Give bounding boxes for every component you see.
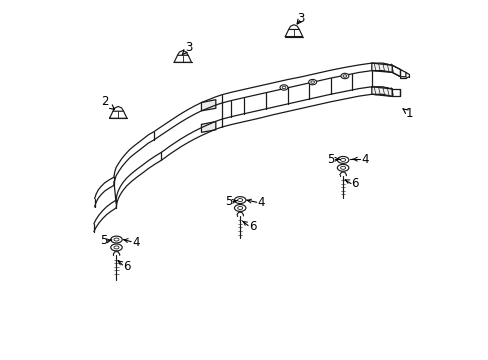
Polygon shape <box>285 30 302 37</box>
Ellipse shape <box>337 165 348 171</box>
Text: 5: 5 <box>100 234 107 247</box>
Polygon shape <box>371 63 391 72</box>
Ellipse shape <box>308 80 316 85</box>
Text: 6: 6 <box>123 260 130 273</box>
Ellipse shape <box>234 197 245 203</box>
Text: 1: 1 <box>402 107 412 120</box>
Text: 4: 4 <box>360 153 367 166</box>
Text: 6: 6 <box>350 177 358 190</box>
Text: 2: 2 <box>101 95 114 109</box>
Ellipse shape <box>340 73 348 79</box>
Text: 6: 6 <box>248 220 256 233</box>
Polygon shape <box>109 111 127 118</box>
Text: 4: 4 <box>257 197 264 210</box>
Ellipse shape <box>234 204 245 211</box>
Polygon shape <box>201 100 215 111</box>
Polygon shape <box>371 87 391 96</box>
Ellipse shape <box>110 236 122 243</box>
Text: 5: 5 <box>225 195 232 208</box>
Ellipse shape <box>110 244 122 251</box>
Polygon shape <box>391 89 400 96</box>
Polygon shape <box>174 55 191 62</box>
Polygon shape <box>201 122 215 132</box>
Text: 3: 3 <box>297 12 304 25</box>
Polygon shape <box>400 69 405 77</box>
Text: 5: 5 <box>327 153 334 166</box>
Ellipse shape <box>337 157 348 163</box>
Text: 3: 3 <box>182 41 192 55</box>
Ellipse shape <box>280 85 287 90</box>
Text: 4: 4 <box>132 236 139 249</box>
